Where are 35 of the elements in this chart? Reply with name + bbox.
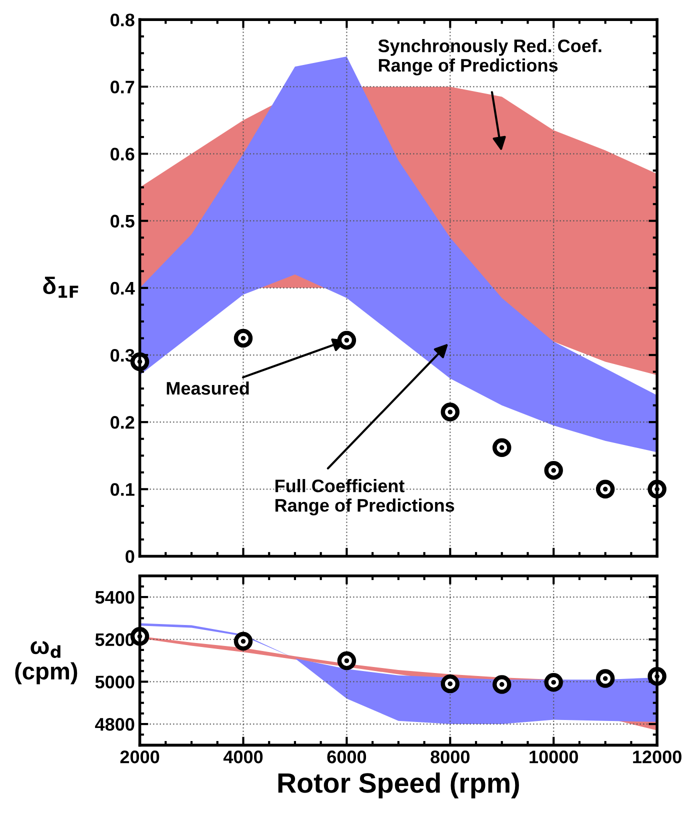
y-axis-title: δ$_{1F}$ (43, 276, 78, 298)
x-tick-label: 8000 (430, 750, 470, 764)
x-tick-label: 10000 (530, 750, 578, 764)
y-tick-label: 0.7 (110, 80, 134, 94)
y-tick-label: 0.2 (110, 416, 134, 429)
x-tick-label: 4000 (223, 750, 263, 764)
y-tick-label: 0.4 (110, 282, 135, 295)
y-axis-title: ω$_{d}$ (cpm) (15, 641, 78, 684)
x-axis-title: Rotor Speed (rpm) (278, 772, 519, 798)
y-tick-label: 0.1 (110, 483, 134, 496)
y-tick-label: 0 (126, 550, 134, 563)
y-tick-label: 4800 (95, 718, 134, 731)
point (234, 328, 253, 348)
point (440, 674, 460, 694)
annotation: Measured (166, 381, 249, 395)
point (544, 672, 563, 692)
annotation: Synchronously Red. Coef. Range of Predictions (378, 39, 602, 76)
y-tick-label: 5400 (95, 590, 134, 604)
point (337, 651, 356, 670)
y-tick-label: 0.6 (110, 148, 134, 161)
point (492, 675, 512, 694)
x-tick-label: 2000 (120, 750, 160, 764)
point (596, 669, 615, 688)
point (440, 402, 460, 422)
point (337, 330, 356, 350)
point (234, 632, 253, 651)
y-tick-label: 0.5 (110, 214, 134, 228)
point (544, 461, 563, 480)
point (492, 438, 512, 457)
y-tick-label: 5000 (95, 676, 134, 688)
y-tick-label: 0.8 (110, 14, 134, 26)
point (596, 480, 615, 499)
annotation: Full Coefficient Range of Predictions (275, 479, 454, 516)
x-tick-label: 12000 (633, 750, 682, 764)
x-tick-label: 6000 (327, 750, 366, 764)
